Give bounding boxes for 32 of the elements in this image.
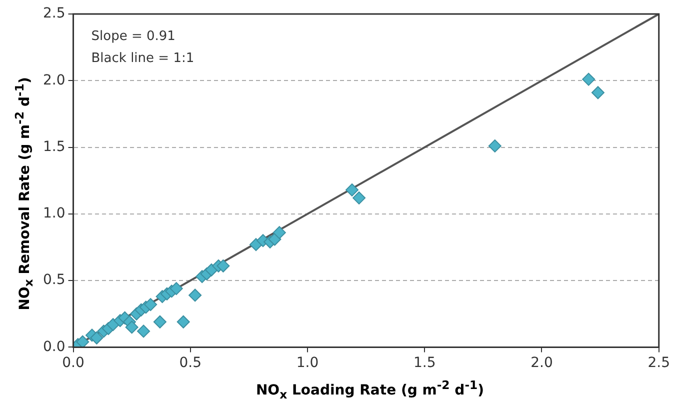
point	[268, 232, 282, 246]
point	[76, 335, 90, 348]
point	[352, 191, 366, 204]
point	[582, 72, 596, 86]
point	[272, 226, 286, 240]
annotation: Slope = 0.91	[91, 28, 176, 44]
x-tick-label: 0.5	[179, 355, 202, 372]
point	[188, 288, 202, 302]
y-tick-label: 0.5	[43, 272, 66, 288]
y-tick-label: 2.0	[43, 72, 66, 88]
point	[488, 139, 502, 152]
x-axis-title: NO$_{x}$ Loading Rate (g m$^{-2}$ d$^{-1}$)	[254, 378, 486, 402]
annotation: Black line = 1:1	[91, 50, 194, 66]
point	[153, 315, 166, 328]
point	[176, 315, 190, 328]
x-tick-label: 0.0	[62, 355, 84, 372]
y-tick-label: 1.5	[43, 138, 66, 155]
point	[216, 259, 230, 272]
y-tick-label: 0.0	[43, 338, 66, 355]
x-tick-label: 2.0	[530, 355, 553, 372]
point	[170, 282, 183, 296]
point	[591, 86, 604, 100]
point	[90, 331, 104, 344]
y-tick-label: 1.0	[43, 206, 66, 222]
point	[144, 298, 158, 312]
x-tick-label: 1.0	[296, 355, 319, 372]
x-tick-label: 2.5	[648, 355, 670, 372]
point	[125, 320, 138, 334]
y-tick-label: 2.5	[43, 6, 66, 22]
point	[346, 183, 359, 196]
x-tick-label: 1.5	[413, 355, 436, 372]
point	[137, 324, 150, 338]
